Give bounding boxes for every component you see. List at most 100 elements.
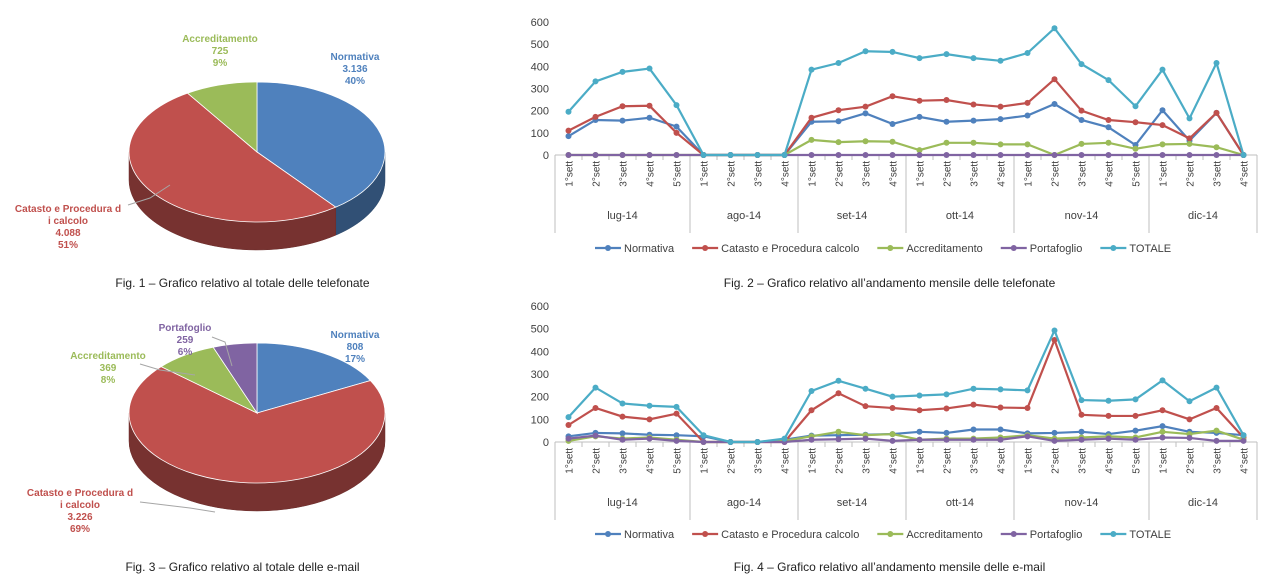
data-point	[565, 414, 572, 421]
legend-item: Normativa	[595, 529, 675, 541]
x-tick-label: 4°sett	[646, 448, 657, 474]
data-point	[1051, 152, 1058, 158]
x-tick-label: 2°sett	[1051, 161, 1062, 187]
series-line	[568, 77, 1245, 157]
x-tick-label: 2°sett	[727, 448, 738, 474]
data-point	[1024, 387, 1031, 394]
data-point	[1159, 122, 1166, 129]
data-point	[592, 152, 599, 158]
legend-item: Portafoglio	[1000, 529, 1082, 541]
data-point	[916, 113, 923, 120]
x-tick-label: 1°sett	[1159, 448, 1170, 474]
x-tick-label: 3°sett	[970, 448, 981, 474]
series-4	[565, 327, 1247, 445]
data-point	[1240, 437, 1247, 444]
data-point	[889, 437, 896, 444]
x-tick-label: 3°sett	[754, 448, 765, 474]
x-tick-label: 2°sett	[727, 161, 738, 187]
legend-item: Normativa	[595, 243, 675, 255]
x-tick-label: 1°sett	[1024, 161, 1035, 187]
x-group-label: nov-14	[1065, 497, 1099, 509]
data-point	[808, 66, 815, 73]
data-point	[835, 118, 842, 125]
data-point	[970, 139, 977, 146]
data-point	[646, 435, 653, 442]
series-1	[565, 76, 1247, 158]
data-point	[808, 152, 815, 158]
data-point	[1186, 416, 1193, 423]
data-point	[1078, 116, 1085, 123]
data-point	[916, 407, 923, 414]
legend-label: Accreditamento	[906, 529, 982, 541]
data-point	[1132, 412, 1139, 419]
x-tick-label: 2°sett	[835, 448, 846, 474]
x-tick-label: 1°sett	[565, 161, 576, 187]
line-chart-telefonate-svg: 0 100 200 300 400 500 600 1°sett 2°sett 3°sett 4°s…	[531, 17, 1258, 255]
series-line	[568, 425, 1244, 444]
legend-label: TOTALE	[1129, 243, 1171, 255]
x-tick-label: 3°sett	[754, 161, 765, 187]
pie-label-text: Catasto e Procedura d	[15, 204, 121, 215]
x-tick-label: 2°sett	[592, 161, 603, 187]
data-point	[1024, 112, 1031, 119]
line-chart-telefonate: 0 100 200 300 400 500 600 1°sett 2°sett 3°sett 4°s…	[505, 0, 1274, 272]
data-point	[646, 65, 653, 72]
legend-label: TOTALE	[1129, 529, 1171, 541]
x-tick-label: 3°sett	[1078, 161, 1089, 187]
series-4	[565, 25, 1247, 158]
x-group-label: dic-14	[1188, 210, 1218, 222]
x-tick-label: 2°sett	[943, 448, 954, 474]
data-point	[808, 407, 815, 414]
data-point	[943, 118, 950, 125]
data-point	[781, 152, 788, 158]
data-point	[889, 431, 896, 438]
y-tick-label: 600	[531, 17, 549, 29]
data-point	[1051, 101, 1058, 108]
data-point	[916, 428, 923, 435]
data-point	[1051, 337, 1058, 343]
data-point	[997, 404, 1004, 411]
data-point	[835, 377, 842, 384]
y-tick-label: 200	[531, 392, 549, 404]
data-point	[916, 147, 923, 154]
legend-label: Normativa	[624, 529, 675, 541]
pie-slice-1	[128, 92, 337, 223]
x-tick-label: 4°sett	[997, 448, 1008, 474]
x-tick-label: 4°sett	[889, 448, 900, 474]
data-point	[1105, 152, 1112, 158]
data-point	[1132, 145, 1139, 152]
data-point	[997, 57, 1004, 64]
legend: Normativa Catasto e Procedura calcolo Accr…	[595, 529, 1171, 541]
data-point	[646, 402, 653, 409]
data-point	[997, 152, 1004, 158]
data-point	[1078, 436, 1085, 443]
data-point	[1078, 428, 1085, 435]
data-point	[619, 413, 626, 420]
x-tick-label: 1°sett	[1024, 448, 1035, 474]
data-point	[1024, 405, 1031, 411]
x-group-label: dic-14	[1188, 497, 1218, 509]
data-point	[862, 435, 869, 442]
x-tick-label: 3°sett	[1078, 448, 1089, 474]
x-tick-label: 5°sett	[673, 448, 684, 474]
pie-label-text: 3.136	[342, 64, 367, 75]
pie-label-text: 40%	[345, 76, 365, 87]
pie-label-text: 51%	[58, 240, 78, 251]
x-tick-label: 1°sett	[808, 448, 819, 474]
data-point	[1186, 152, 1193, 158]
line-chart-email: 0 100 200 300 400 500 600 1°sett 2°sett 3°sett 4°s…	[505, 292, 1274, 554]
data-point	[673, 437, 680, 444]
series-1	[565, 336, 1247, 445]
data-point	[646, 416, 653, 423]
data-point	[916, 55, 923, 62]
legend-item: Accreditamento	[877, 529, 983, 541]
data-point	[1024, 433, 1031, 440]
x-tick-label: 3°sett	[619, 448, 630, 474]
x-tick-label: 3°sett	[862, 448, 873, 474]
series-line	[568, 434, 1244, 444]
data-point	[700, 432, 707, 439]
data-point	[1024, 50, 1031, 57]
